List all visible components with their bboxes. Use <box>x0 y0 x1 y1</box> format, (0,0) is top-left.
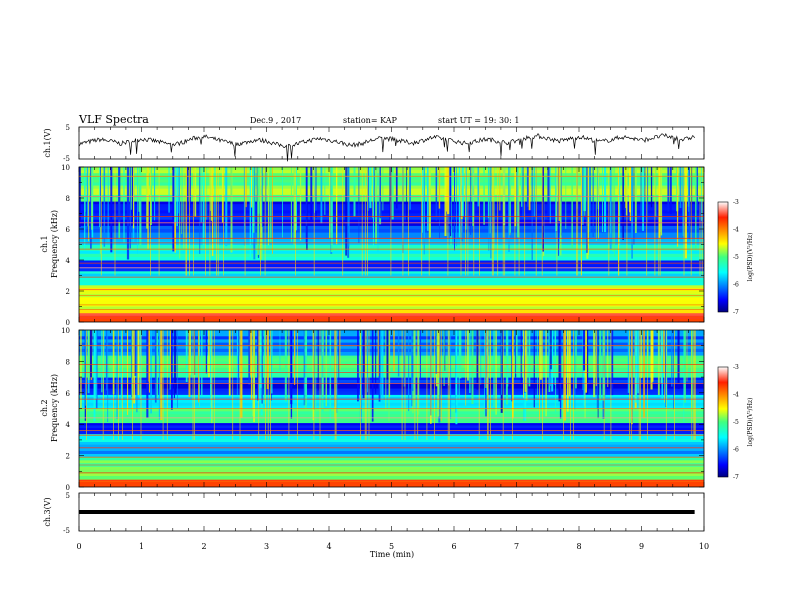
ch1-trace <box>78 133 695 162</box>
figure-title: VLF Spectra <box>78 113 149 126</box>
ch2-spectrogram-panel: ch.2 Frequency (kHz) 0 2 4 6 8 10 -3 -4 … <box>40 327 754 492</box>
xtick-5: 5 <box>389 542 394 551</box>
time-axis-labels: 0 1 2 3 4 5 6 7 8 9 10 <box>76 542 709 551</box>
xtick-8: 8 <box>576 542 581 551</box>
ch2-frequency-ticks: 0 2 4 6 8 10 <box>61 327 70 492</box>
ch1-cb-tick-m4: -4 <box>733 227 739 234</box>
ch2-ytick-2: 2 <box>66 453 70 461</box>
xtick-7: 7 <box>514 542 519 551</box>
ch1-ytick-6: 6 <box>66 226 71 234</box>
ch1-spec-label: ch.1 <box>40 235 49 252</box>
ch1-ytick-10: 10 <box>61 164 70 172</box>
time-tick-marks <box>78 127 705 531</box>
ch1-ytick-2: 2 <box>66 288 70 296</box>
ch1-frequency-label: Frequency (kHz) <box>50 210 59 278</box>
ch1-axes-frame <box>78 126 705 160</box>
ch1-spectrogram-image <box>79 167 704 322</box>
ch2-cb-tick-m5: -5 <box>733 419 739 426</box>
xtick-2: 2 <box>201 542 206 551</box>
ch1-colorbar: -3 -4 -5 -6 -7 log(PSD)(V²/Hz) <box>717 199 754 316</box>
date-label: Dec.9 , 2017 <box>250 116 301 125</box>
start-time-label: start UT = 19: 30: 1 <box>438 116 519 125</box>
xtick-10: 10 <box>699 542 709 551</box>
station-label: station= KAP <box>343 116 398 125</box>
ch2-frequency-label: Frequency (kHz) <box>50 374 59 442</box>
ch1-ytick-top: 5 <box>66 124 70 132</box>
ch1-spectrogram-panel: ch.1 Frequency (kHz) 0 2 4 6 8 10 -3 -4 … <box>40 164 754 327</box>
ch2-spectrogram-image <box>79 330 704 487</box>
ch3-ytick-top: 5 <box>66 492 70 500</box>
xtick-1: 1 <box>139 542 144 551</box>
ch1-cb-tick-m6: -6 <box>733 282 739 289</box>
ch3-waveform-panel: ch.3(V) 5 -5 <box>43 492 705 535</box>
ch2-cb-tick-m3: -3 <box>733 364 739 371</box>
time-axis-title: Time (min) <box>370 550 414 559</box>
ch1-ylabel: ch.1(V) <box>43 128 52 157</box>
ch3-ytick-bottom: -5 <box>63 527 70 535</box>
ch2-colorbar-label: log(PSD)(V²/Hz) <box>747 398 754 447</box>
xtick-3: 3 <box>264 542 269 551</box>
ch2-colorbar: -3 -4 -5 -6 -7 log(PSD)(V²/Hz) <box>717 364 754 481</box>
ch2-ytick-10: 10 <box>61 327 70 335</box>
ch2-cb-tick-m6: -6 <box>733 447 739 454</box>
xtick-6: 6 <box>451 542 456 551</box>
ch1-cb-tick-m3: -3 <box>733 199 739 206</box>
ch1-cb-tick-m5: -5 <box>733 254 739 261</box>
ch1-ytick-bottom: -5 <box>63 155 70 163</box>
ch2-cb-tick-m7: -7 <box>733 474 739 481</box>
ch1-frequency-ticks: 0 2 4 6 8 10 <box>61 164 70 327</box>
ch3-ylabel: ch.3(V) <box>43 497 52 526</box>
ch2-ytick-0: 0 <box>66 484 70 492</box>
xtick-0: 0 <box>76 542 81 551</box>
ch1-colorbar-ramp <box>717 201 729 313</box>
ch1-colorbar-label: log(PSD)(V²/Hz) <box>747 233 754 282</box>
xtick-9: 9 <box>639 542 644 551</box>
ch1-ytick-8: 8 <box>66 195 70 203</box>
ch2-colorbar-ramp <box>717 366 729 478</box>
ch2-spec-label: ch.2 <box>40 399 49 416</box>
ch1-ytick-4: 4 <box>66 257 71 265</box>
ch2-ytick-8: 8 <box>66 358 70 366</box>
ch1-waveform-panel: ch.1(V) 5 -5 <box>43 124 705 163</box>
ch1-ytick-0: 0 <box>66 319 70 327</box>
ch2-cb-tick-m4: -4 <box>733 392 739 399</box>
xtick-4: 4 <box>326 542 331 551</box>
ch1-cb-tick-m7: -7 <box>733 309 739 316</box>
ch2-ytick-6: 6 <box>66 390 71 398</box>
ch2-ytick-4: 4 <box>66 421 71 429</box>
